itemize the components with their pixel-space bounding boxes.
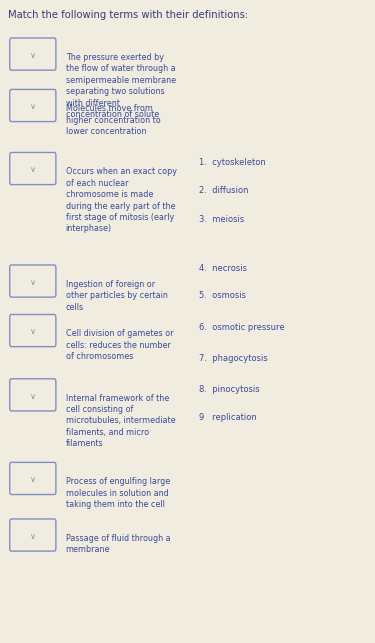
Text: Cell division of gametes or
cells: reduces the number
of chromosomes: Cell division of gametes or cells: reduc… — [66, 329, 173, 361]
FancyBboxPatch shape — [10, 38, 56, 70]
Text: Passage of fluid through a
membrane: Passage of fluid through a membrane — [66, 534, 170, 554]
Text: Process of engulfing large
molecules in solution and
taking them into the cell: Process of engulfing large molecules in … — [66, 477, 170, 509]
Text: Internal framework of the
cell consisting of
microtubules, intermediate
filament: Internal framework of the cell consistin… — [66, 394, 175, 448]
FancyBboxPatch shape — [10, 462, 56, 494]
Text: 4.  necrosis: 4. necrosis — [199, 264, 247, 273]
Text: 1.  cytoskeleton: 1. cytoskeleton — [199, 158, 266, 167]
FancyBboxPatch shape — [10, 89, 56, 122]
Text: ∨: ∨ — [30, 392, 36, 401]
Text: 5.  osmosis: 5. osmosis — [199, 291, 246, 300]
Text: ∨: ∨ — [30, 327, 36, 336]
Text: Molecules move from
higher concentration to
lower concentration: Molecules move from higher concentration… — [66, 104, 160, 136]
Text: 6.  osmotic pressure: 6. osmotic pressure — [199, 323, 284, 332]
Text: 2.  diffusion: 2. diffusion — [199, 186, 248, 195]
FancyBboxPatch shape — [10, 379, 56, 411]
Text: 7.  phagocytosis: 7. phagocytosis — [199, 354, 267, 363]
Text: ∨: ∨ — [30, 165, 36, 174]
Text: 3.  meiosis: 3. meiosis — [199, 215, 244, 224]
Text: 8.  pinocytosis: 8. pinocytosis — [199, 385, 260, 394]
FancyBboxPatch shape — [10, 519, 56, 551]
Text: ∨: ∨ — [30, 278, 36, 287]
Text: ∨: ∨ — [30, 475, 36, 484]
FancyBboxPatch shape — [10, 265, 56, 297]
Text: ∨: ∨ — [30, 102, 36, 111]
Text: The pressure exerted by
the flow of water through a
semipermeable membrane
separ: The pressure exerted by the flow of wate… — [66, 53, 176, 119]
Text: ∨: ∨ — [30, 532, 36, 541]
Text: Occurs when an exact copy
of each nuclear
chromosome is made
during the early pa: Occurs when an exact copy of each nuclea… — [66, 167, 177, 233]
FancyBboxPatch shape — [10, 152, 56, 185]
FancyBboxPatch shape — [10, 314, 56, 347]
Text: ∨: ∨ — [30, 51, 36, 60]
Text: Match the following terms with their definitions:: Match the following terms with their def… — [8, 10, 248, 20]
Text: Ingestion of foreign or
other particles by certain
cells: Ingestion of foreign or other particles … — [66, 280, 168, 312]
Text: 9   replication: 9 replication — [199, 413, 256, 422]
